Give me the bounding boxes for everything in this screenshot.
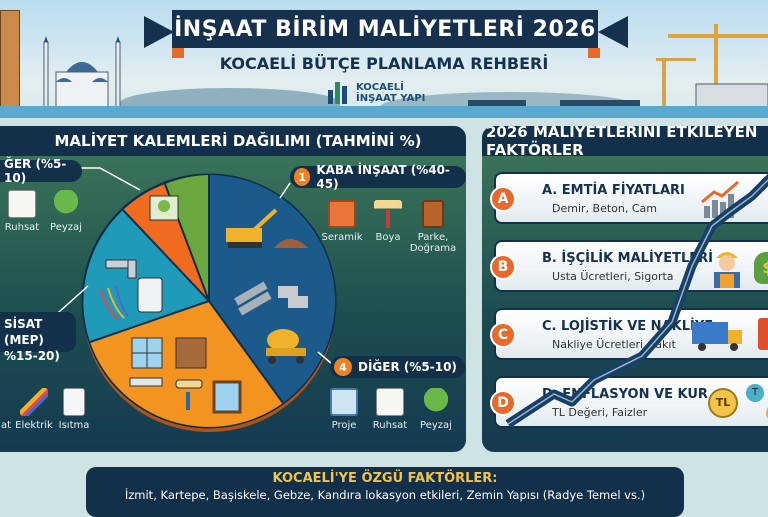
pie-chart [81, 173, 337, 432]
blueprint-icon [330, 388, 358, 416]
plumbing-icon [6, 388, 7, 416]
logo-line-2: İNŞAAT YAPI [356, 93, 426, 104]
boiler-icon [137, 277, 163, 313]
soil-pile-icon [274, 239, 308, 248]
page-title: İNŞAAT BİRİM MALİYETLERİ 2026 [172, 10, 598, 48]
factor-badge: B [490, 254, 516, 280]
wires-icon [20, 388, 48, 416]
ship-icon [468, 100, 526, 108]
boiler-icon [63, 388, 85, 416]
permit-icon [8, 190, 36, 218]
faucet-icon [105, 259, 137, 279]
banner-ribbon-fold [588, 48, 600, 58]
proje-item: Proje [324, 388, 364, 431]
panel-title: MALİYET KALEMLERİ DAĞILIMI (TAHMİNİ %) [0, 126, 466, 156]
building-logo-icon [328, 82, 350, 104]
paint-roller-icon [175, 379, 203, 410]
concrete-mixer-icon [266, 329, 306, 364]
tl-coin-icon: TL [708, 388, 738, 418]
currency-exchange-icon: T $ [746, 384, 768, 424]
money-bag-icon: $ [754, 252, 768, 284]
parke-dograma-item: Parke, Doğrama [408, 200, 458, 254]
boya-item: Boya [370, 200, 406, 243]
cost-distribution-panel: MALİYET KALEMLERİ DAĞILIMI (TAHMİNİ %) [0, 126, 466, 452]
banner-ribbon-fold [172, 48, 184, 58]
window-frame-icon [212, 380, 242, 414]
factor-card-c: C C. LOJİSTİK VE NAKLİYE Nakliye Ücretle… [490, 308, 768, 360]
factor-badge: C [490, 322, 516, 348]
crane-icon [656, 24, 768, 110]
seramik-item: Seramik [320, 200, 364, 243]
banner-ribbon-right [598, 16, 628, 48]
factor-badge: A [490, 186, 516, 212]
truck-icon [692, 322, 742, 351]
tree-icon [422, 388, 450, 416]
page-subtitle: KOCAELİ BÜTÇE PLANLAMA REHBERİ [219, 54, 549, 73]
callout-number: 1 [294, 168, 311, 186]
parquet-icon [175, 337, 207, 369]
door-icon [422, 200, 444, 228]
ship-icon [560, 100, 640, 110]
callout-diger-cut: ĞER (%5-10) [0, 157, 82, 185]
elektrik-item: Elektrik [14, 388, 54, 431]
steel-beams-icon [234, 281, 272, 316]
factor-card-b: B B. İŞÇİLİK MALİYETLERİ Usta Ücretleri,… [490, 240, 768, 292]
seramik-icon [328, 200, 356, 228]
concrete-blocks-icon [278, 286, 308, 308]
factor-badge: D [490, 390, 516, 416]
callout-number: 4 [334, 358, 352, 376]
factor-card-a: A A. EMTİA FİYATLARI Demir, Beton, Cam [490, 172, 768, 224]
local-factors-body: İzmit, Kartepe, Başiskele, Gebze, Kandır… [124, 488, 646, 502]
excavator-icon [226, 208, 278, 248]
worker-icon [714, 252, 740, 288]
window-icon [131, 337, 163, 369]
callout-diger: 4 DİĞER (%5-10) [330, 356, 465, 378]
rising-chart-icon [701, 180, 739, 218]
peyzaj-item: Peyzaj [414, 388, 458, 431]
mosque-icon [43, 36, 121, 112]
panel-title: 2026 MALİYETLERİNİ ETKİLEYEN FAKTÖRLER [482, 126, 768, 159]
permit-icon [376, 388, 404, 416]
sea [0, 106, 768, 118]
callout-kaba-insaat: 1 KABA İNŞAAT (%40-45) [290, 163, 466, 191]
callout-tesisat: SİSAT (MEP) %15-20) [0, 312, 76, 363]
factors-panel: 2026 MALİYETLERİNİ ETKİLEYEN FAKTÖRLER A… [482, 126, 768, 452]
pie-slice-tesisat [83, 210, 209, 342]
peyzaj-item: Peyzaj [44, 190, 88, 233]
tree-icon [52, 190, 80, 218]
banner-ribbon-left [144, 16, 174, 48]
tesisat-item: at [0, 388, 16, 431]
pipe-icon [129, 377, 163, 387]
logo-line-1: KOCAELİ [356, 82, 404, 93]
pie-slice-diger [123, 184, 209, 301]
company-logo: KOCAELİ İNŞAAT YAPI [328, 82, 425, 104]
isitma-item: Isıtma [56, 388, 92, 431]
header-scene: İNŞAAT BİRİM MALİYETLERİ 2026 KOCAELİ BÜ… [0, 0, 768, 118]
paint-roller-icon [374, 200, 402, 228]
ruhsat-item: Ruhsat [0, 190, 44, 233]
local-factors-heading: KOCAELİ'YE ÖZGÜ FAKTÖRLER: [272, 471, 498, 486]
local-factors-box: KOCAELİ'YE ÖZGÜ FAKTÖRLER: İzmit, Kartep… [86, 467, 684, 517]
ruhsat-item: Ruhsat [368, 388, 412, 431]
wires-icon [99, 285, 129, 321]
factor-card-d: D D. ENFLASYON VE KUR TL Değeri, Faizler… [490, 376, 768, 428]
landscape-plan-icon [149, 195, 179, 221]
fuel-pump-icon [758, 318, 768, 350]
